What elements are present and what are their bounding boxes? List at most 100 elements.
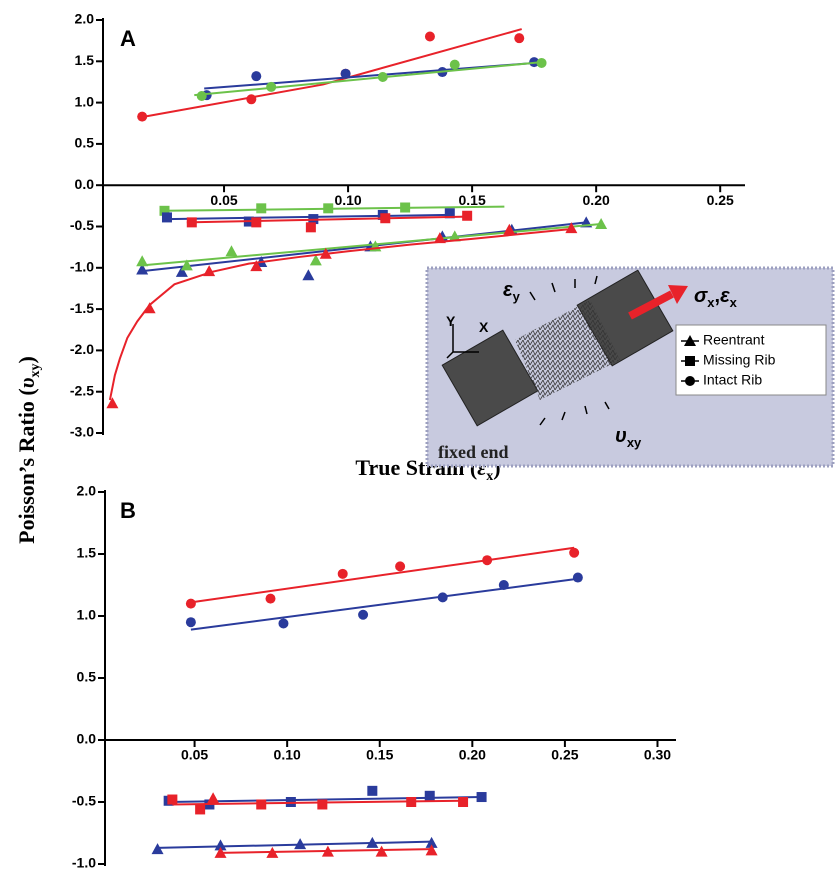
point (256, 799, 267, 810)
x-tick-label: 0.15 (458, 192, 485, 208)
x-tick-label: 0.30 (644, 747, 671, 763)
y-tick-label: -1.0 (70, 259, 94, 275)
panel-label: A (120, 26, 136, 51)
point (337, 568, 348, 579)
point (317, 799, 328, 810)
point (367, 785, 378, 796)
point (256, 203, 267, 214)
x-tick-label: 0.10 (334, 192, 361, 208)
point (444, 208, 455, 219)
point (448, 230, 461, 242)
point (400, 202, 411, 213)
fixed-end-label: fixed end (438, 442, 509, 462)
point (425, 844, 438, 856)
fit-line (139, 28, 522, 119)
legend-label: Reentrant (703, 332, 765, 348)
y-label-close: ) (14, 356, 39, 363)
point (266, 846, 279, 858)
point (250, 260, 263, 272)
ratio-label: υxy (615, 425, 642, 450)
point (203, 265, 216, 277)
point (167, 794, 178, 805)
y-tick-label: -1.0 (72, 855, 96, 871)
point (449, 59, 460, 70)
point (186, 217, 197, 228)
point (159, 205, 170, 216)
point (498, 580, 509, 590)
y-tick-label: -2.5 (70, 382, 94, 398)
y-label-sub: xy (28, 363, 43, 377)
point (424, 790, 435, 801)
point (595, 218, 608, 230)
fit-line (190, 577, 578, 631)
stress-sub: x (707, 295, 715, 310)
point (175, 265, 188, 277)
point (503, 223, 516, 235)
point (180, 259, 193, 271)
x-label-sub: x (486, 469, 493, 484)
point (377, 71, 388, 82)
strain-y-label: εy (503, 279, 521, 304)
point (358, 609, 369, 620)
point (462, 210, 473, 221)
y-label-symbol: υ (14, 377, 39, 388)
stress-sub2: x (730, 295, 738, 310)
point (302, 269, 315, 281)
legend-marker (685, 356, 695, 366)
y-tick-label: 0.5 (75, 135, 95, 151)
y-tick-label: -3.0 (70, 424, 94, 440)
y-tick-label: 1.0 (75, 93, 95, 109)
point (136, 255, 149, 267)
y-tick-label: 0.0 (75, 176, 95, 192)
x-tick-label: 0.20 (459, 747, 486, 763)
y-label-text: Poisson’s Ratio ( (14, 388, 39, 544)
y-tick-label: 2.0 (77, 483, 97, 499)
ratio-symbol: υ (615, 425, 627, 447)
x-tick-label: 0.20 (583, 192, 610, 208)
legend-label: Missing Rib (703, 352, 776, 368)
point (214, 846, 227, 858)
y-tick-label: 0.0 (77, 731, 97, 747)
ratio-sub: xy (627, 435, 642, 450)
strain-y-symbol: ε (503, 279, 513, 301)
x-tick-label: 0.05 (181, 747, 208, 763)
point (151, 843, 164, 855)
fit-line (142, 223, 602, 267)
y-tick-label: -0.5 (72, 793, 96, 809)
point (278, 618, 289, 629)
point (246, 94, 257, 105)
point (375, 845, 388, 857)
point (437, 592, 448, 603)
legend (675, 324, 827, 396)
x-tick-label: 0.25 (551, 747, 578, 763)
point (395, 561, 406, 572)
point (214, 839, 227, 851)
y-axis-title: Poisson’s Ratio (υxy) (14, 356, 43, 544)
legend-marker (684, 335, 696, 346)
point (196, 90, 207, 101)
x-tick-label: 0.15 (366, 747, 393, 763)
point (225, 245, 238, 257)
point (185, 598, 196, 609)
strain-y-sub: y (513, 289, 521, 304)
fixed-block (441, 329, 539, 427)
y-tick-label: 2.0 (75, 11, 95, 27)
point (340, 68, 351, 79)
legend-marker (685, 376, 695, 386)
fit-line (108, 227, 572, 401)
fit-line (157, 840, 432, 849)
point (569, 547, 580, 558)
mesh (515, 300, 620, 400)
inset: Y X εy σx,εx υxy fixed end ReentrantMiss… (425, 266, 835, 468)
point (143, 302, 156, 314)
x-tick-label: 0.05 (210, 192, 237, 208)
fit-line (164, 205, 505, 212)
point (380, 213, 391, 224)
point (565, 222, 578, 234)
point (321, 845, 334, 857)
point (195, 804, 206, 815)
x-label-symbol: ε (477, 455, 486, 480)
point (458, 797, 469, 807)
inset-axis-x: X (479, 319, 489, 335)
